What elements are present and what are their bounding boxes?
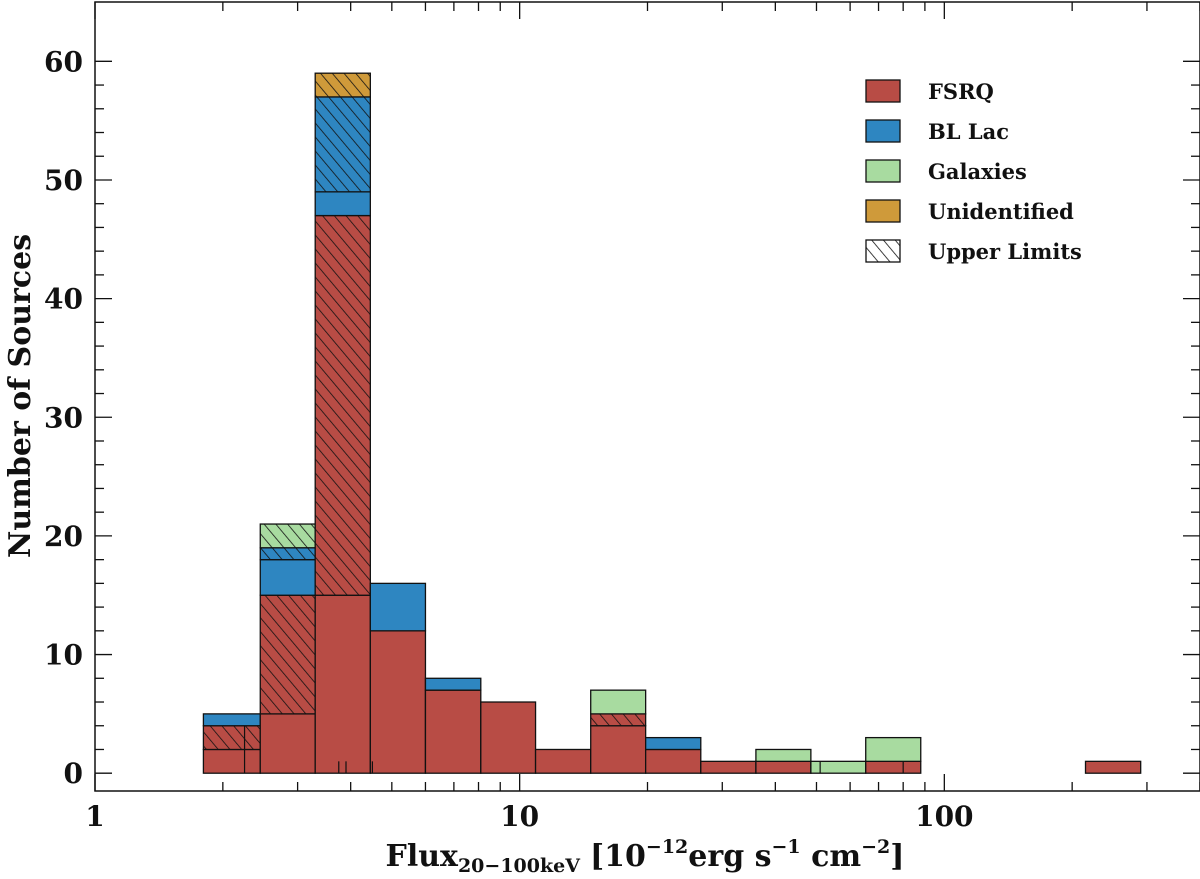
bar-bin3-bl-lac-upper-limit-segment-hatch — [315, 96, 371, 192]
y-tick-label: 10 — [44, 639, 83, 672]
bar-bin14-fsrq-segment — [1084, 760, 1142, 774]
bar-bin2-bl-lac-upper-limit-segment-hatch — [260, 547, 316, 560]
legend-label: Galaxies — [928, 159, 1027, 184]
bin-edge-marks — [243, 725, 904, 774]
bar-bin2-bl-lac-segment — [259, 558, 316, 596]
legend-swatch-unidentified — [865, 199, 901, 223]
bar-bin12-galaxies-segment — [810, 760, 867, 774]
y-tick-label: 0 — [64, 757, 83, 790]
bar-bin9-fsrq-segment — [644, 748, 702, 774]
y-tick-label: 30 — [44, 401, 83, 434]
bar-bin5-bl-lac-segment — [424, 677, 482, 691]
bar-bin13-fsrq-segment — [865, 760, 922, 774]
legend-swatch-upper-limits-hatch — [866, 240, 900, 262]
bar-bin4-bl-lac-segment — [369, 582, 427, 632]
bar-bin13-galaxies-segment — [865, 736, 922, 762]
bar-bin1-fsrq-segment — [202, 748, 261, 774]
legend-label: Unidentified — [928, 199, 1074, 224]
x-tick-label: 1 — [85, 800, 104, 833]
legend-label: FSRQ — [928, 79, 994, 104]
y-axis-label: Number of Sources — [3, 234, 38, 558]
x-tick-labels: 1 10 100 — [85, 800, 973, 833]
bar-bin5-fsrq-segment — [424, 689, 482, 774]
y-tick-labels: 0 10 20 30 40 50 60 — [44, 45, 83, 790]
legend-swatch-fsrq — [865, 79, 901, 103]
legend-label: BL Lac — [928, 119, 1009, 144]
bar-bin11-fsrq-segment — [755, 760, 812, 774]
bar-bin11-galaxies-segment — [755, 748, 812, 762]
axis-ticks — [94, 2, 1200, 791]
bar-bin1-fsrq-upper-limit-segment-hatch — [203, 725, 261, 750]
bar-bin1-bl-lac-segment — [202, 713, 261, 727]
bar-bin10-fsrq-segment — [700, 760, 757, 774]
y-tick-label: 40 — [44, 283, 83, 316]
histogram-bars — [202, 72, 1142, 774]
legend: FSRQ BL Lac Galaxies Unidentified Upper Limi… — [865, 79, 1082, 264]
bar-bin6-fsrq-segment — [480, 701, 537, 774]
legend-swatch-galaxies — [865, 159, 901, 183]
bar-bin3-fsrq-upper-limit-segment-hatch — [315, 215, 371, 596]
legend-label: Upper Limits — [928, 239, 1082, 264]
x-tick-label: 100 — [915, 800, 973, 833]
bar-bin2-fsrq-upper-limit-segment-hatch — [260, 595, 316, 714]
y-tick-label: 50 — [44, 164, 83, 197]
bar-bin2-fsrq-segment — [259, 713, 316, 774]
bar-bin8-fsrq-upper-limit-segment-hatch — [590, 713, 646, 726]
legend-swatch-bl-lac — [865, 119, 901, 143]
bar-bin2-galaxies-upper-limit-segment-hatch — [260, 524, 316, 548]
bar-bin4-fsrq-segment — [369, 630, 427, 774]
x-tick-label: 10 — [500, 800, 539, 833]
bar-bin3-unidentified-upper-limit-segment-hatch — [315, 73, 371, 97]
y-tick-label: 20 — [44, 520, 83, 553]
bar-bin7-fsrq-segment — [534, 748, 592, 774]
bar-bin8-galaxies-segment — [590, 689, 647, 715]
bar-bin3-bl-lac-segment — [314, 191, 371, 217]
x-axis-label: Flux20−100keV [10−12erg s−1 cm−2] — [386, 836, 905, 877]
bar-bin9-bl-lac-segment — [644, 736, 702, 751]
bar-bin3-fsrq-segment — [314, 594, 371, 774]
bar-bin8-fsrq-segment — [590, 725, 647, 774]
y-tick-label: 60 — [44, 45, 83, 78]
